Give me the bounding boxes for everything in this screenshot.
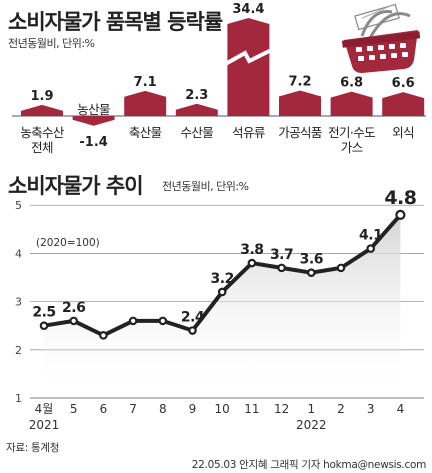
bar-category-label: 가공식품 [278, 125, 322, 140]
line-point [158, 316, 168, 326]
line-point [247, 258, 257, 268]
x-tick-label: 5 [70, 402, 78, 416]
point-value-label: 3.6 [300, 252, 323, 268]
bar [330, 91, 373, 116]
year-label: 2021 [29, 418, 60, 432]
credit-note: 22.05.03 안지혜 그래픽 기자 hokma@newsis.com [191, 459, 427, 471]
bar-value-label: 6.6 [392, 76, 415, 91]
line-point [39, 321, 49, 331]
bar [382, 92, 425, 116]
y-tick-label: 5 [15, 199, 22, 212]
bar-category-label: 석유류 [232, 125, 265, 140]
bar-value-label: 2.3 [185, 88, 208, 103]
x-tick-label: 4 [397, 402, 405, 416]
bar-value-label: -1.4 [79, 135, 107, 150]
point-value-label: 3.7 [270, 247, 293, 263]
bar-value-label: 6.8 [340, 76, 363, 91]
line-point [217, 287, 227, 297]
line-point [277, 263, 286, 273]
bar-chart-unit-note: 전년동월비, 단위:% [8, 37, 95, 50]
line-chart-title: 소비자물가 추이 [8, 174, 144, 198]
point-value-label: 3.8 [240, 242, 263, 258]
bar [72, 116, 115, 126]
bar [227, 18, 270, 116]
x-tick-label: 6 [100, 402, 108, 416]
bar-value-label: 34.4 [232, 2, 264, 17]
y-tick-label: 3 [15, 296, 22, 309]
bar-chart-title: 소비자물가 품목별 등락률 [8, 10, 223, 34]
bar-value-label: 7.1 [134, 75, 157, 90]
point-value-label: 2.4 [181, 310, 205, 326]
x-tick-label: 11 [244, 402, 259, 416]
line-point [336, 263, 346, 273]
line-point [306, 268, 316, 277]
axis-break-mark [224, 48, 273, 66]
bar-value-label: 1.9 [30, 89, 53, 104]
line-point [99, 331, 108, 340]
shopping-basket-icon [341, 3, 421, 73]
line-chart-unit-note: 전년동월비, 단위:% [162, 180, 249, 193]
point-value-label: 2.5 [32, 305, 55, 321]
bar [175, 103, 218, 116]
x-tick-label: 1 [307, 402, 315, 416]
y-tick-label: 2 [15, 344, 22, 357]
line-point [366, 244, 376, 253]
x-tick-label: 10 [215, 402, 230, 416]
base-year-note: (2020=100) [36, 237, 100, 249]
point-value-label: 4.1 [359, 228, 382, 244]
line-point [69, 316, 79, 326]
line-point [188, 326, 197, 335]
year-label: 2022 [296, 418, 327, 432]
bar-category-label: 전체 [31, 140, 53, 155]
x-tick-label: 8 [159, 402, 167, 416]
x-tick-label: 12 [274, 402, 289, 416]
x-tick-label: 2 [337, 402, 345, 416]
bar-category-label: 농산물 [77, 102, 110, 117]
x-tick-label: 4월 [35, 402, 54, 416]
line-area-fill [44, 214, 401, 398]
bar-category-label: 전기·수도 [328, 125, 375, 140]
bar-category-label: 가스 [341, 140, 363, 155]
x-tick-label: 7 [129, 402, 137, 416]
bar [124, 90, 167, 116]
bar-category-label: 수산물 [180, 125, 213, 140]
bar-category-label: 농축수산 [20, 125, 65, 140]
y-tick-label: 4 [15, 247, 22, 260]
x-tick-label: 3 [367, 402, 375, 416]
bar [21, 104, 63, 116]
bar-category-label: 외식 [392, 125, 414, 140]
source-note: 자료: 통계청 [6, 442, 60, 454]
line-point [128, 316, 138, 326]
x-tick-label: 9 [189, 402, 197, 416]
point-value-label: 2.6 [62, 300, 85, 316]
y-tick-label: 1 [15, 392, 22, 405]
bar [279, 90, 321, 116]
bar-value-label: 7.2 [288, 75, 311, 90]
bar-category-label: 축산물 [129, 125, 162, 140]
point-value-label: 3.2 [211, 271, 234, 287]
line-point [395, 209, 406, 220]
point-value-label: 4.8 [384, 187, 416, 209]
